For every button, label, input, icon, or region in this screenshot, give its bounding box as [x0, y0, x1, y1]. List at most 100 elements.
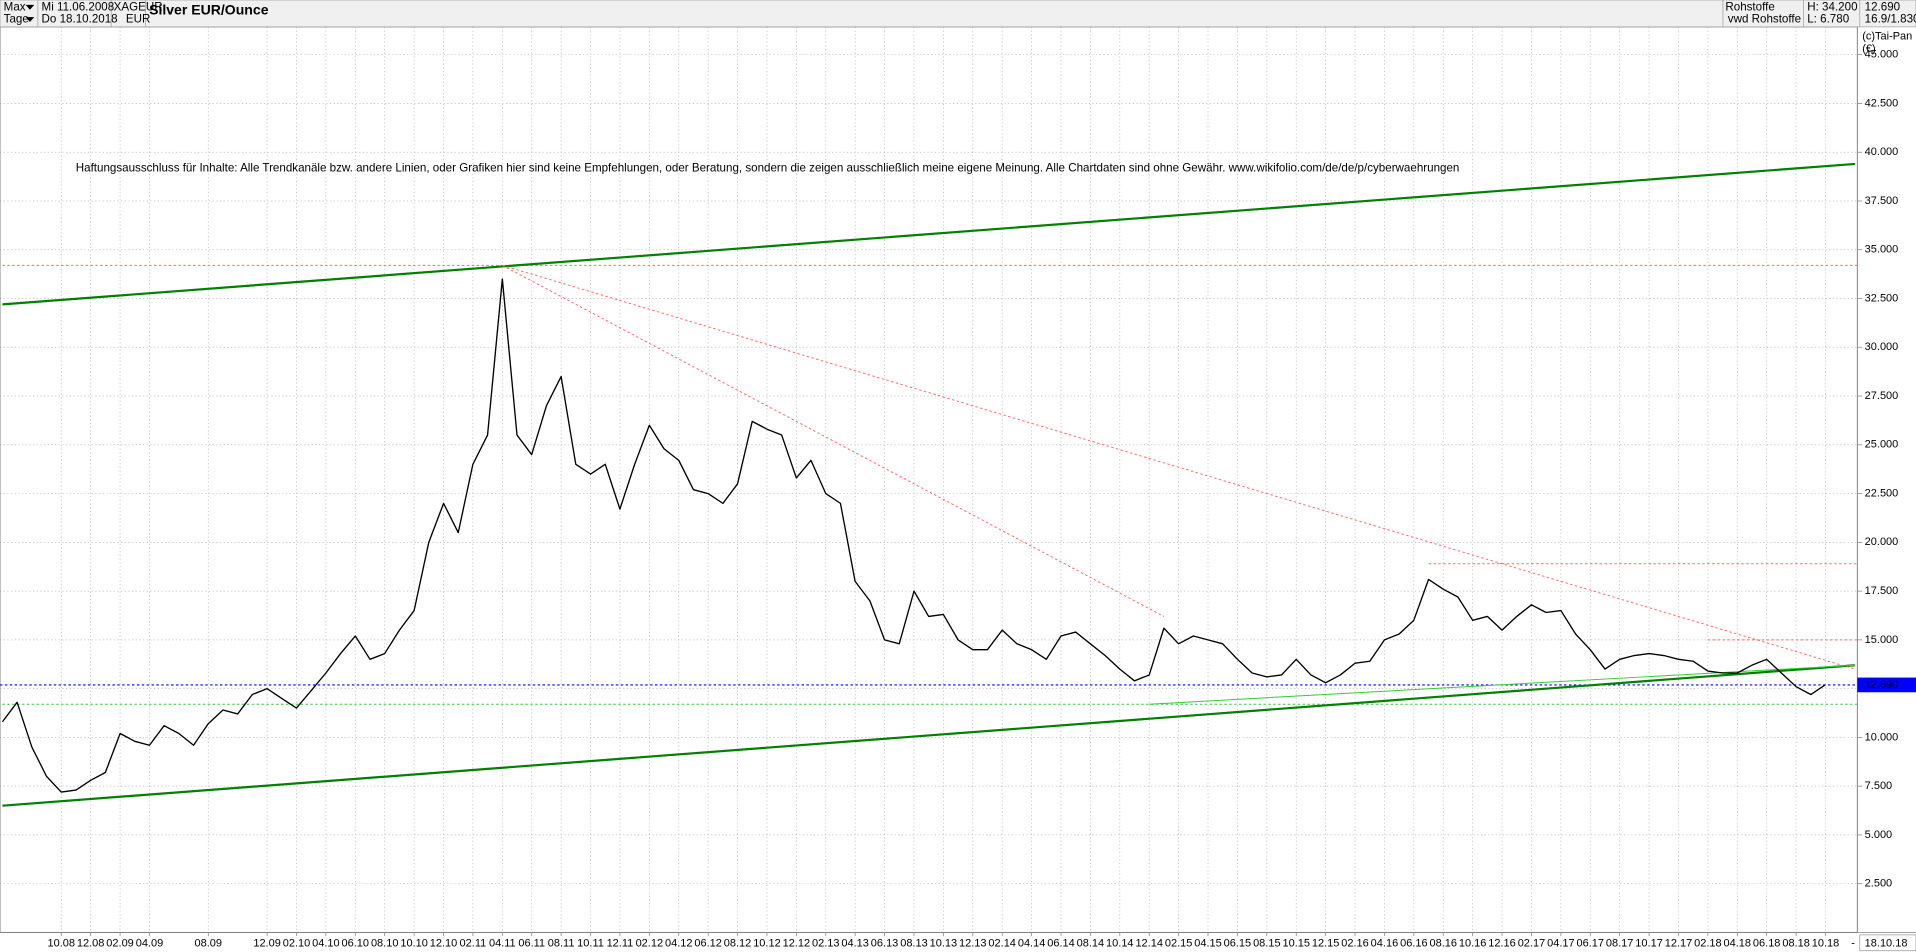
x-tick-label: 02.12 [636, 937, 663, 949]
x-tick-label: 10.17 [1635, 937, 1662, 949]
x-tick-label: 04.14 [1018, 937, 1045, 949]
x-tick-label: 06.15 [1224, 937, 1251, 949]
trendline [2, 664, 1855, 807]
x-tick-label: 08.09 [195, 937, 222, 949]
x-tick-label: 02.09 [106, 937, 133, 949]
x-tick-label: 02.14 [988, 937, 1015, 949]
header-bar [0, 0, 1916, 28]
x-tick-label: 04.13 [841, 937, 868, 949]
x-tick-label: 02.11 [460, 937, 487, 949]
y-tick-label: 35.000 [1865, 244, 1899, 256]
chart-title: Silver EUR/Ounce [149, 2, 269, 18]
last-price: 12.690 [1865, 0, 1900, 13]
x-tick-label: 06.14 [1047, 937, 1074, 949]
range-select[interactable]: Max [4, 0, 26, 13]
y-tick-label: 27.500 [1865, 390, 1899, 402]
source: Rohstoffe [1725, 0, 1774, 13]
symbol: XAGEUR [114, 0, 163, 13]
grid [0, 26, 1858, 933]
x-tick-label: 10.11 [577, 937, 604, 949]
x-tick-label: 12.14 [1135, 937, 1162, 949]
y-tick-label: 22.500 [1865, 487, 1899, 499]
end-marker: - [1851, 937, 1855, 949]
x-tick-label: 08.14 [1077, 937, 1104, 949]
x-tick-label: 02.15 [1165, 937, 1192, 949]
x-tick-label: 08.17 [1606, 937, 1633, 949]
y-tick-label: 32.500 [1865, 292, 1899, 304]
y-tick-label: 30.000 [1865, 341, 1899, 353]
y-tick-label: 40.000 [1865, 146, 1899, 158]
x-tick-label: 12.13 [959, 937, 986, 949]
x-tick-label: 02.16 [1341, 937, 1368, 949]
change: 16.9/1.830 [1865, 13, 1916, 26]
y-tick-label: 37.500 [1865, 195, 1899, 207]
end-date: 18.10.18 [1865, 937, 1908, 949]
price-line [1, 278, 1826, 793]
x-tick-label: 04.15 [1194, 937, 1221, 949]
date-to: Do 18.10.2018 [42, 13, 118, 26]
date-from: Mi 11.06.2008 [42, 0, 115, 13]
x-tick-label: 04.09 [136, 937, 163, 949]
x-tick-label: 06.10 [342, 937, 369, 949]
x-tick-label: 10.15 [1282, 937, 1309, 949]
x-tick-label: 02.18 [1694, 937, 1721, 949]
x-tick-label: 02.17 [1518, 937, 1545, 949]
x-tick-label: 06.17 [1577, 937, 1604, 949]
low: L: 6.780 [1807, 13, 1849, 26]
x-tick-label: 12.15 [1312, 937, 1339, 949]
x-tick-label: 04.17 [1547, 937, 1574, 949]
high: H: 34.200 [1807, 0, 1857, 13]
trendline [502, 264, 1856, 670]
x-tick-label: 08.11 [548, 937, 575, 949]
current-box [1857, 677, 1916, 693]
x-tick-label: 02.13 [812, 937, 839, 949]
x-tick-label: 08.15 [1253, 937, 1280, 949]
dropdown-arrow[interactable] [25, 17, 35, 22]
y-tick-label: 10.000 [1865, 731, 1899, 743]
dropdown-arrow[interactable] [25, 4, 35, 10]
x-tick-label: 12.17 [1665, 937, 1692, 949]
x-tick-label: 10.18 [1812, 937, 1839, 949]
end-date-box [1859, 934, 1916, 952]
y-tick-label: 2.500 [1865, 878, 1892, 890]
currency: EUR [126, 13, 150, 26]
x-tick-label: 04.12 [665, 937, 692, 949]
x-tick-label: 04.11 [489, 937, 516, 949]
y-tick-label: 42.500 [1865, 97, 1899, 109]
annotation: Haftungsausschluss für Inhalte: Alle Tre… [76, 162, 1460, 175]
x-tick-label: 12.10 [430, 937, 457, 949]
x-tick-label: 06.13 [871, 937, 898, 949]
trendline [1149, 664, 1855, 705]
x-tick-label: 10.08 [48, 937, 75, 949]
period-select[interactable]: Tage [4, 13, 29, 26]
x-tick-label: 04.18 [1724, 937, 1751, 949]
x-tick-label: 12.11 [607, 937, 634, 949]
provider: vwd Rohstoffe [1728, 13, 1801, 26]
x-tick-label: 06.16 [1400, 937, 1427, 949]
unit: (€) [1862, 43, 1875, 55]
x-tick-label: 12.16 [1488, 937, 1515, 949]
y-tick-label: 20.000 [1865, 536, 1899, 548]
x-tick-label: 06.12 [694, 937, 721, 949]
x-tick-label: 12.08 [77, 937, 104, 949]
x-tick-label: 10.14 [1106, 937, 1133, 949]
x-tick-label: 04.10 [312, 937, 339, 949]
y-tick-label: 17.500 [1865, 585, 1899, 597]
x-tick-label: 08.10 [371, 937, 398, 949]
x-tick-label: 06.11 [518, 937, 545, 949]
copyright: (c)Tai-Pan [1862, 31, 1912, 43]
x-tick-label: 12.09 [253, 937, 280, 949]
x-tick-label: 08.16 [1429, 937, 1456, 949]
x-tick-label: 10.13 [930, 937, 957, 949]
y-tick-label: 7.500 [1865, 780, 1892, 792]
x-tick-label: 12.12 [783, 937, 810, 949]
y-tick-label: 25.000 [1865, 439, 1899, 451]
y-tick-label: 45.000 [1865, 49, 1899, 61]
trendline [2, 162, 1855, 306]
x-tick-label: 02.10 [283, 937, 310, 949]
x-tick-label: 06.18 [1753, 937, 1780, 949]
x-tick-label: 08.18 [1782, 937, 1809, 949]
